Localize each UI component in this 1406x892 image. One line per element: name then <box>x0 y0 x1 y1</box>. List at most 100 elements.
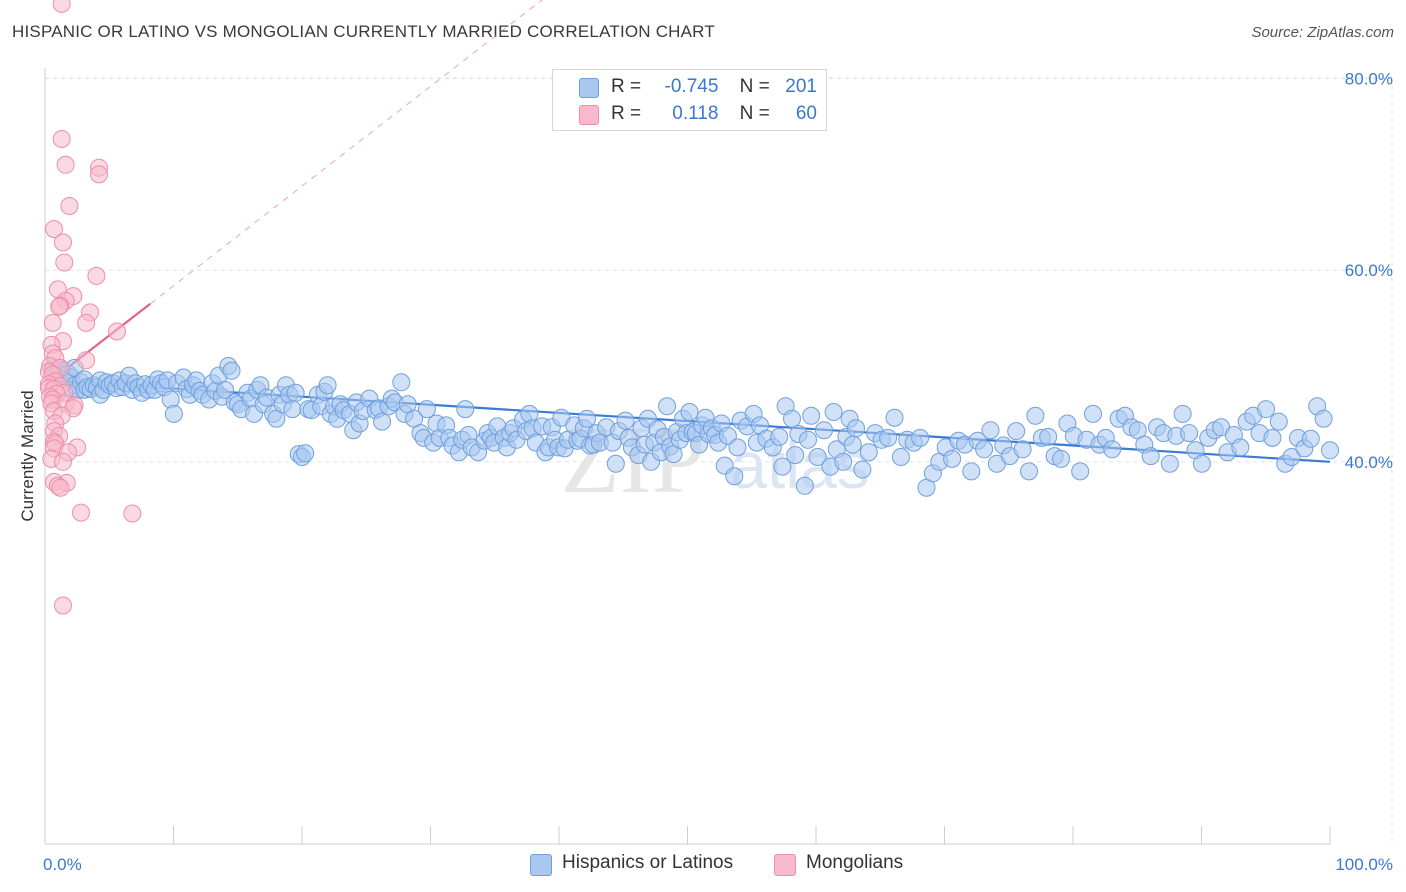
legend-n-label: N = <box>739 76 770 97</box>
data-point-hispanics <box>773 457 792 476</box>
data-point-hispanics <box>1007 422 1026 441</box>
legend-swatch-mongolians <box>579 105 599 125</box>
source-note: Source: ZipAtlas.com <box>1251 24 1394 41</box>
data-point-hispanics <box>216 380 235 399</box>
data-point-hispanics <box>853 460 872 479</box>
data-point-hispanics <box>680 403 699 421</box>
correlation-legend: R = -0.745 N = 201 R = 0.118 N = 60 <box>552 69 827 131</box>
data-point-hispanics <box>824 403 843 421</box>
data-point-hispanics <box>1052 449 1070 468</box>
data-point-hispanics <box>1084 404 1102 423</box>
data-point-hispanics <box>616 411 635 430</box>
data-point-hispanics <box>606 454 625 473</box>
data-point-mongolians <box>90 165 108 184</box>
data-point-hispanics <box>1314 409 1333 428</box>
data-point-mongolians <box>77 313 96 332</box>
data-point-hispanics <box>808 448 827 466</box>
series-hispanics-points <box>43 357 1339 497</box>
data-point-hispanics <box>891 448 910 466</box>
y-tick-label: 80.0% <box>1345 70 1393 89</box>
data-point-hispanics <box>911 428 930 447</box>
data-point-hispanics <box>1071 462 1090 481</box>
data-point-hispanics <box>1103 440 1122 459</box>
data-point-hispanics <box>1141 447 1160 466</box>
data-point-hispanics <box>1039 427 1058 446</box>
data-point-mongolians <box>54 233 72 252</box>
data-point-hispanics <box>164 404 183 423</box>
data-point-hispanics <box>1263 428 1282 447</box>
data-point-mongolians <box>77 351 96 370</box>
data-point-hispanics <box>885 408 904 427</box>
data-point-hispanics <box>728 438 747 457</box>
data-point-hispanics <box>834 452 853 471</box>
data-point-hispanics <box>1321 441 1339 460</box>
data-point-mongolians <box>45 220 63 238</box>
data-point-hispanics <box>283 400 302 419</box>
tick-labels: 100.0%80.0%60.0%40.0%0.0%100.0% <box>43 70 1393 874</box>
data-point-hispanics <box>1020 462 1038 481</box>
x-tick-label: 0.0% <box>43 855 82 874</box>
data-point-hispanics <box>786 446 805 465</box>
data-point-hispanics <box>943 449 962 468</box>
series-legend: Hispanics or Latinos Mongolians <box>0 852 1406 878</box>
data-point-mongolians <box>51 478 70 497</box>
data-point-hispanics <box>296 444 315 463</box>
data-point-mongolians <box>60 197 79 215</box>
data-point-hispanics <box>962 462 981 481</box>
data-point-hispanics <box>417 400 436 419</box>
data-point-hispanics <box>1173 404 1192 423</box>
chart-title: HISPANIC OR LATINO VS MONGOLIAN CURRENTL… <box>12 22 715 41</box>
data-point-hispanics <box>578 409 596 428</box>
legend-row-hispanics: R = -0.745 N = 201 <box>553 74 826 100</box>
data-point-hispanics <box>802 406 821 425</box>
data-point-mongolians <box>43 313 62 332</box>
data-point-hispanics <box>795 476 814 495</box>
legend-swatch-hispanics <box>530 854 552 876</box>
data-point-hispanics <box>1257 400 1275 419</box>
y-tick-label: 60.0% <box>1345 261 1393 280</box>
data-point-hispanics <box>222 361 241 380</box>
series-mongolians-points <box>39 0 142 615</box>
data-point-hispanics <box>1160 454 1179 473</box>
data-point-hispanics <box>975 440 994 459</box>
legend-swatch-mongolians <box>774 854 796 876</box>
data-point-hispanics <box>1192 454 1211 473</box>
legend-swatch-hispanics <box>579 78 599 98</box>
data-point-hispanics <box>879 428 898 447</box>
legend-n-value: 60 <box>795 103 817 124</box>
data-point-mongolians <box>56 155 75 174</box>
data-point-hispanics <box>981 421 1000 440</box>
data-point-mongolians <box>55 253 74 272</box>
data-point-hispanics <box>286 383 305 402</box>
data-point-hispanics <box>456 400 475 419</box>
data-point-hispanics <box>847 419 865 438</box>
data-point-hispanics <box>859 443 878 462</box>
trend-line-mongolians-extension <box>150 0 543 305</box>
data-point-hispanics <box>658 397 677 416</box>
data-point-hispanics <box>1269 412 1288 431</box>
x-tick-label: 100.0% <box>1335 855 1393 874</box>
data-point-hispanics <box>718 426 737 445</box>
data-point-mongolians <box>50 297 69 316</box>
data-point-hispanics <box>725 467 744 486</box>
legend-row-mongolians: R = 0.118 N = 60 <box>553 101 826 127</box>
data-point-mongolians <box>123 504 142 523</box>
data-point-hispanics <box>373 412 392 431</box>
legend-n-value: 201 <box>785 76 817 97</box>
legend-r-value: -0.745 <box>664 76 719 97</box>
legend-n-label: N = <box>739 103 770 124</box>
legend-r-label: R = <box>611 103 642 124</box>
y-axis-label: Currently Married <box>18 390 37 521</box>
data-point-hispanics <box>843 435 862 454</box>
data-point-hispanics <box>1013 440 1032 459</box>
legend-label-hispanics: Hispanics or Latinos <box>562 852 734 873</box>
data-point-mongolians <box>52 0 71 13</box>
data-point-mongolians <box>54 452 72 471</box>
data-point-mongolians <box>52 130 71 148</box>
data-point-hispanics <box>770 427 789 446</box>
legend-r-label: R = <box>611 76 642 97</box>
legend-label-mongolians: Mongolians <box>806 852 904 873</box>
data-point-hispanics <box>1180 424 1199 443</box>
data-point-hispanics <box>815 421 833 440</box>
data-point-mongolians <box>54 596 72 615</box>
